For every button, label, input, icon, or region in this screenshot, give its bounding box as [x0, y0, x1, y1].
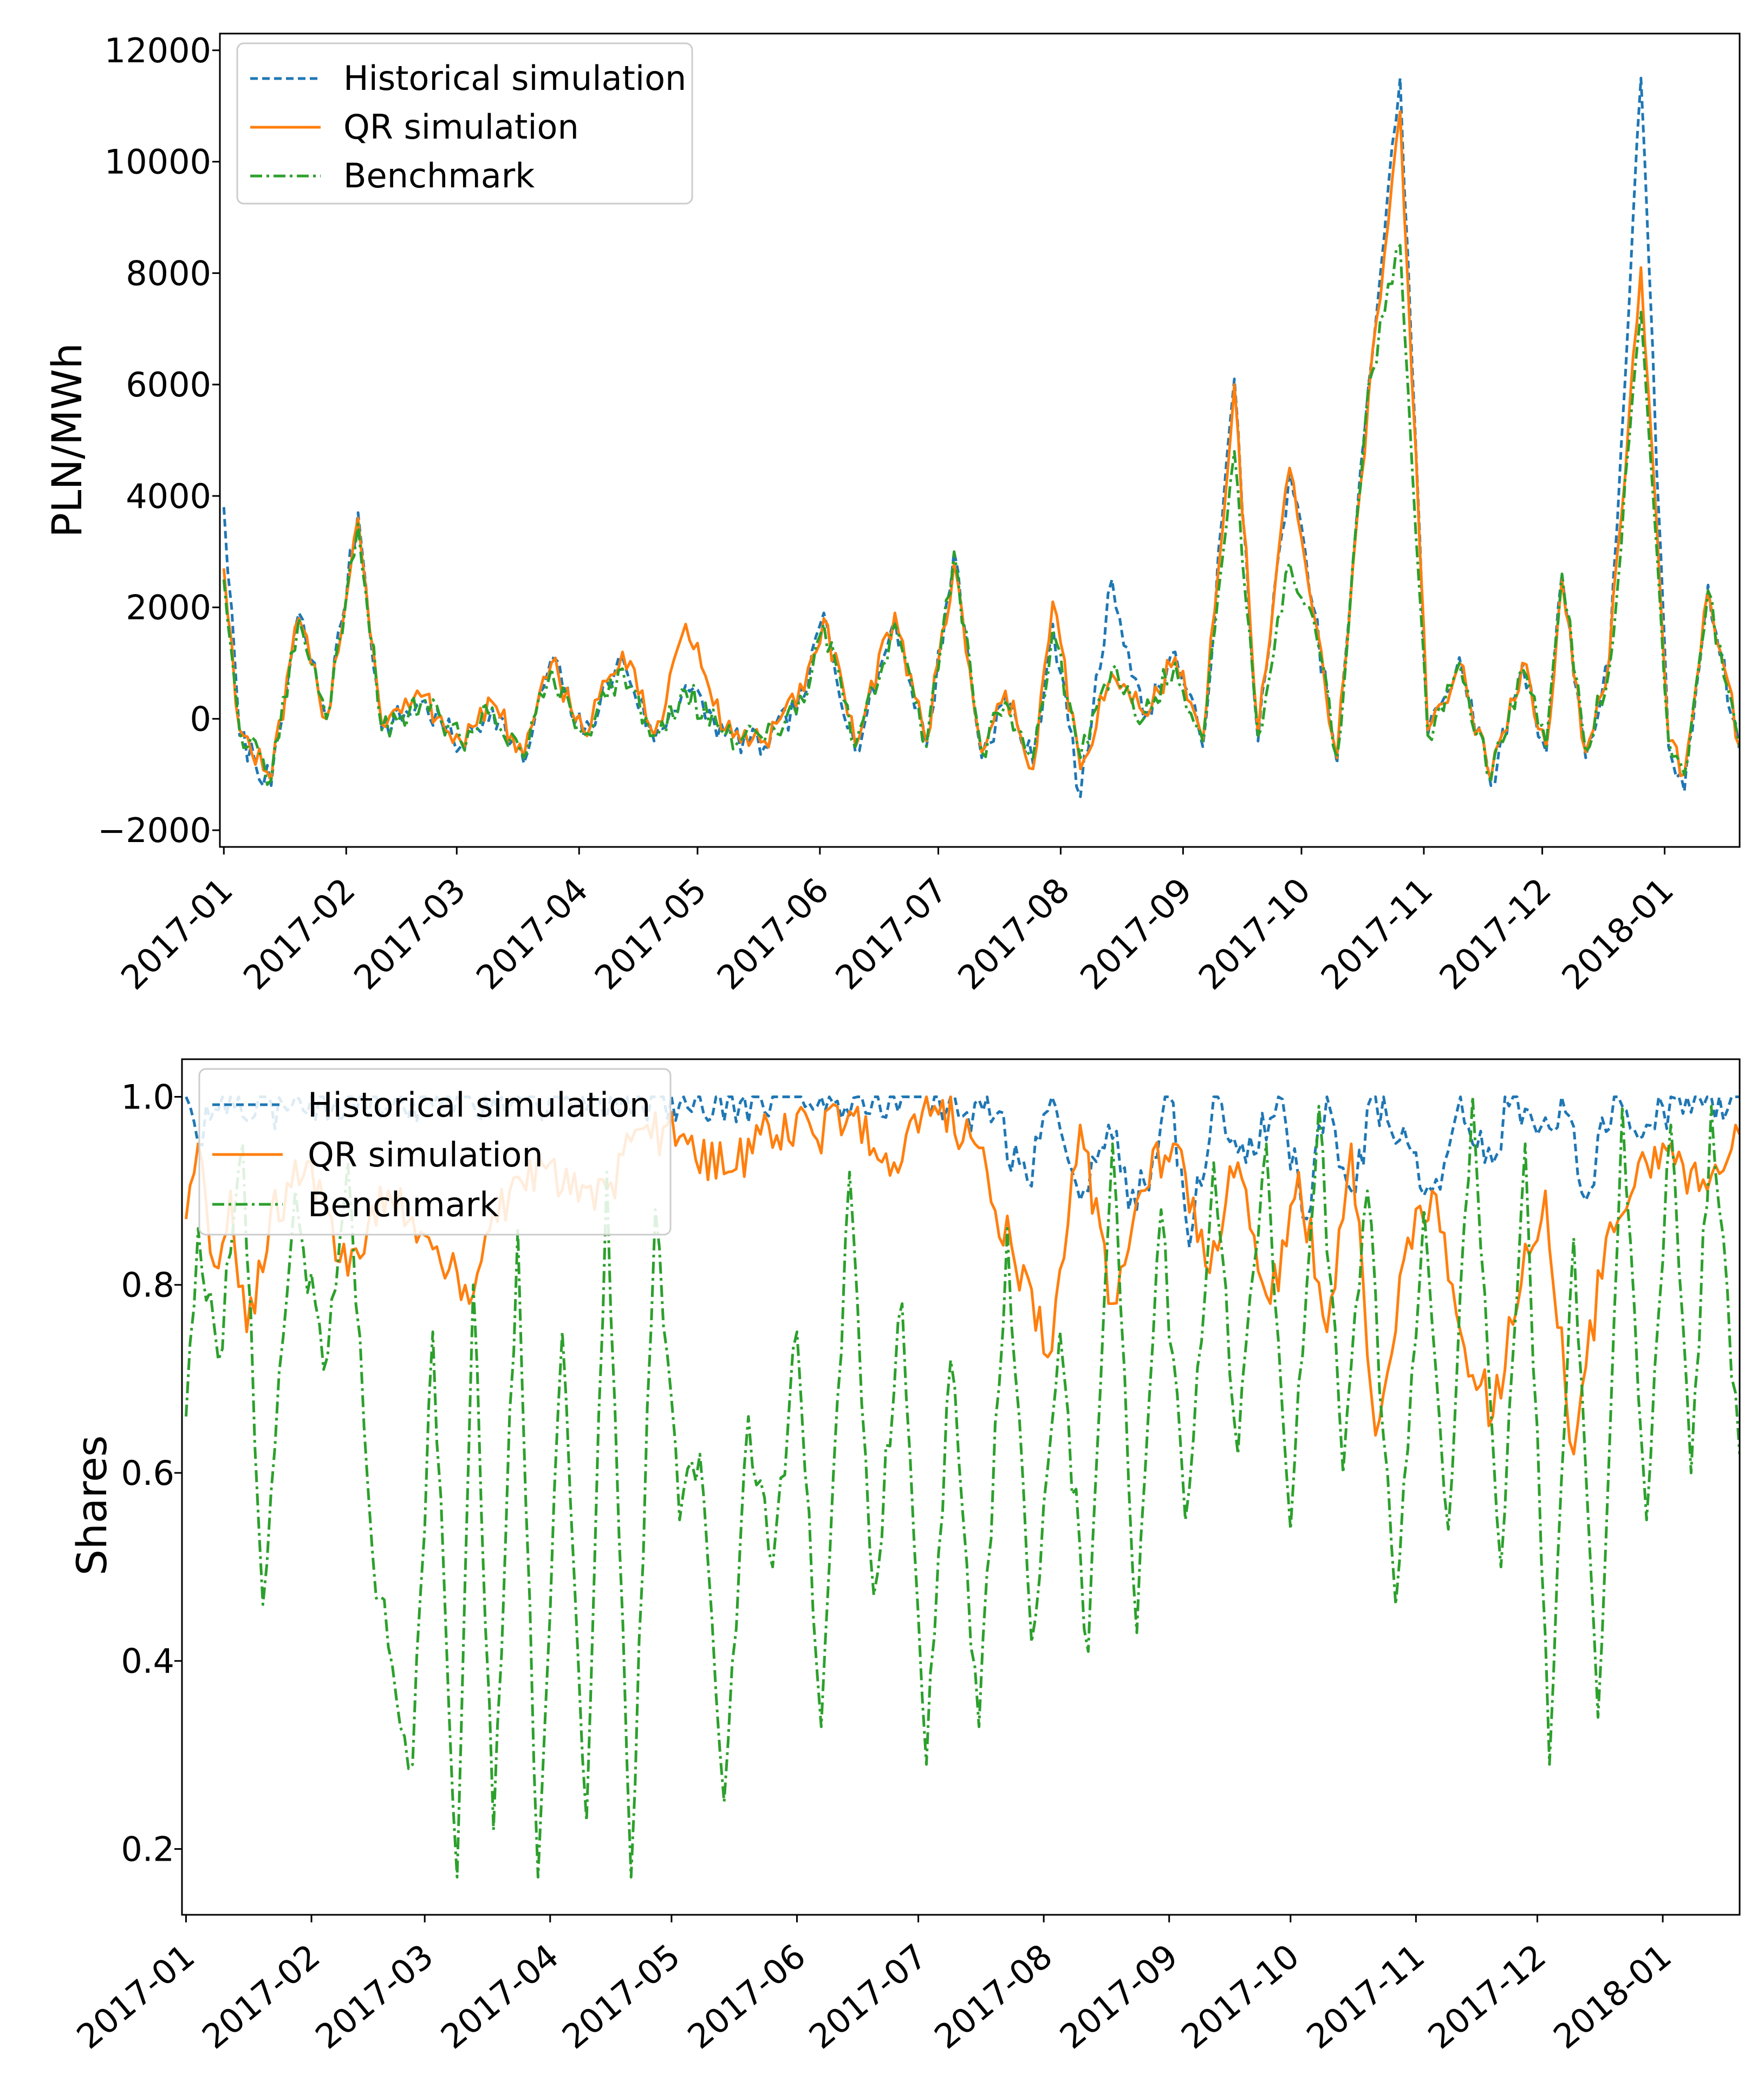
y-tick-label: 10000 — [105, 142, 211, 182]
series-line-benchmark — [222, 244, 1740, 786]
y-tick-label: 6000 — [126, 365, 211, 405]
legend-box — [236, 42, 693, 205]
shares-chart-legend: Historical simulation QR simulation Benc… — [198, 1068, 672, 1236]
legend-qr-label: QR simulation — [343, 107, 579, 147]
y-tick-label: 0.8 — [121, 1266, 174, 1305]
series-line-historical — [185, 1095, 1740, 1249]
y-tick-label: 0.4 — [121, 1641, 174, 1681]
legend-historical-label: Historical simulation — [343, 58, 686, 98]
y-tick-label: 1.0 — [121, 1077, 174, 1117]
shares-chart-frame — [181, 1058, 1741, 1916]
y-tick-label: 4000 — [126, 477, 211, 516]
y-tick-label: −2000 — [97, 811, 211, 850]
series-line-historical — [222, 76, 1740, 798]
legend-qr-label: QR simulation — [308, 1135, 543, 1175]
price-chart-ylabel: PLN/MWh — [43, 343, 91, 538]
price-chart-legend: Historical simulation QR simulation Benc… — [236, 42, 693, 205]
series-line-qr — [185, 1095, 1740, 1456]
y-tick-label: 2000 — [126, 588, 211, 628]
legend-box — [198, 1068, 672, 1236]
price-chart-frame — [219, 32, 1741, 848]
y-tick-label: 12000 — [105, 31, 211, 70]
shares-chart-ylabel: Shares — [68, 1436, 116, 1576]
series-line-benchmark — [185, 1095, 1740, 1879]
y-tick-label: 8000 — [126, 253, 211, 293]
y-tick-label: 0.6 — [121, 1453, 174, 1493]
price-chart-series — [222, 76, 1740, 798]
legend-benchmark-label: Benchmark — [343, 156, 535, 195]
y-tick-label: 0 — [190, 699, 211, 739]
legend-historical-label: Historical simulation — [308, 1085, 650, 1125]
legend-benchmark-label: Benchmark — [308, 1185, 499, 1224]
shares-chart-series — [185, 1095, 1740, 1879]
y-tick-label: 0.2 — [121, 1829, 174, 1869]
